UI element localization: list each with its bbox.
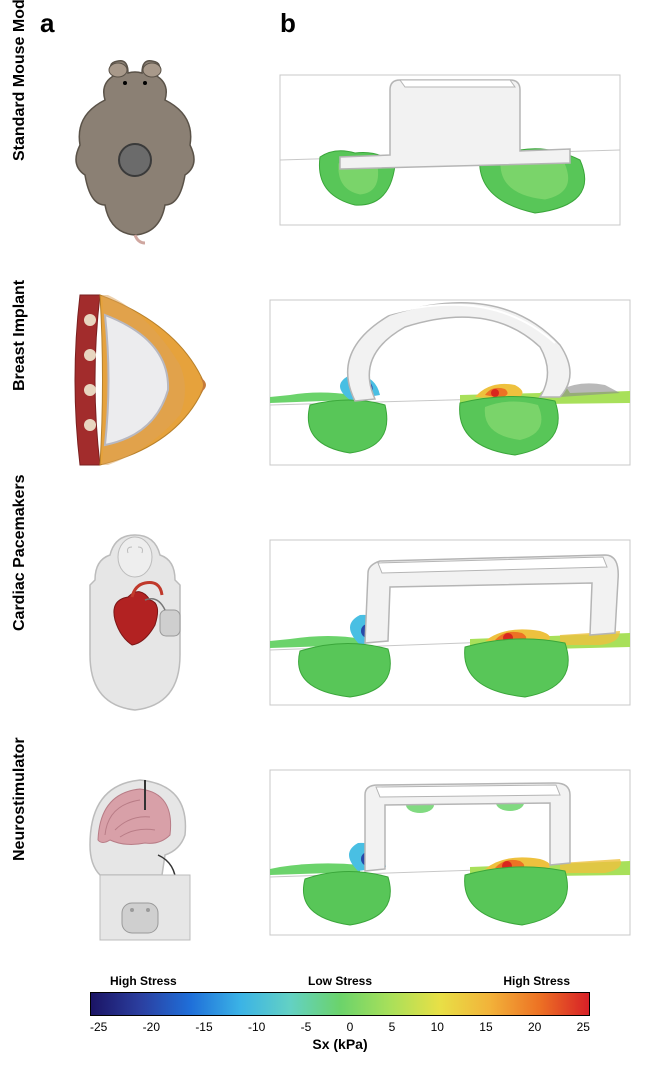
- row-breast: Breast Implant: [0, 280, 665, 480]
- breast-implant-icon: [50, 285, 220, 475]
- colorbar-axis-label: Sx (kPa): [90, 1036, 590, 1052]
- legend-top-left: High Stress: [110, 974, 177, 988]
- neurostimulator-icon: [50, 755, 220, 945]
- row-pace: Cardiac Pacemakers: [0, 520, 665, 720]
- icon-breast: [50, 285, 220, 475]
- tick: -20: [143, 1020, 160, 1034]
- mouse-icon: [50, 55, 220, 245]
- column-label-b: b: [280, 8, 296, 39]
- tick: 25: [577, 1020, 590, 1034]
- colorbar: [90, 992, 590, 1016]
- row-label-pace: Cardiac Pacemakers: [11, 607, 29, 631]
- icon-pace: [50, 525, 220, 715]
- tick: 10: [431, 1020, 444, 1034]
- stress-contour-mouse: [260, 55, 640, 245]
- tick: -10: [248, 1020, 265, 1034]
- sim-mouse: [260, 55, 640, 245]
- tick: 0: [347, 1020, 354, 1034]
- row-label-breast: Breast Implant: [11, 367, 29, 391]
- row-neuro: Neurostimulator: [0, 750, 665, 950]
- legend-top-right: High Stress: [503, 974, 570, 988]
- pacemaker-icon: [50, 525, 220, 715]
- tick: 5: [389, 1020, 396, 1034]
- tick: -25: [90, 1020, 107, 1034]
- tick: -15: [195, 1020, 212, 1034]
- legend-top-center: Low Stress: [308, 974, 372, 988]
- colorbar-legend: High Stress Low Stress High Stress -25 -…: [90, 974, 590, 1064]
- colorbar-ticks: -25 -20 -15 -10 -5 0 5 10 15 20 25: [90, 1020, 590, 1034]
- column-label-a: a: [40, 8, 54, 39]
- tick: 20: [528, 1020, 541, 1034]
- stress-contour-neurostimulator: [260, 755, 640, 945]
- icon-mouse: [50, 55, 220, 245]
- row-mouse: Standard Mouse Model: [0, 50, 665, 250]
- stress-contour-breast: [260, 285, 640, 475]
- tick: 15: [479, 1020, 492, 1034]
- row-label-mouse: Standard Mouse Model: [11, 137, 29, 161]
- sim-pace: [260, 525, 640, 715]
- sim-breast: [260, 285, 640, 475]
- row-label-neuro: Neurostimulator: [11, 837, 29, 861]
- icon-neuro: [50, 755, 220, 945]
- tick: -5: [301, 1020, 312, 1034]
- sim-neuro: [260, 755, 640, 945]
- stress-contour-pacemaker: [260, 525, 640, 715]
